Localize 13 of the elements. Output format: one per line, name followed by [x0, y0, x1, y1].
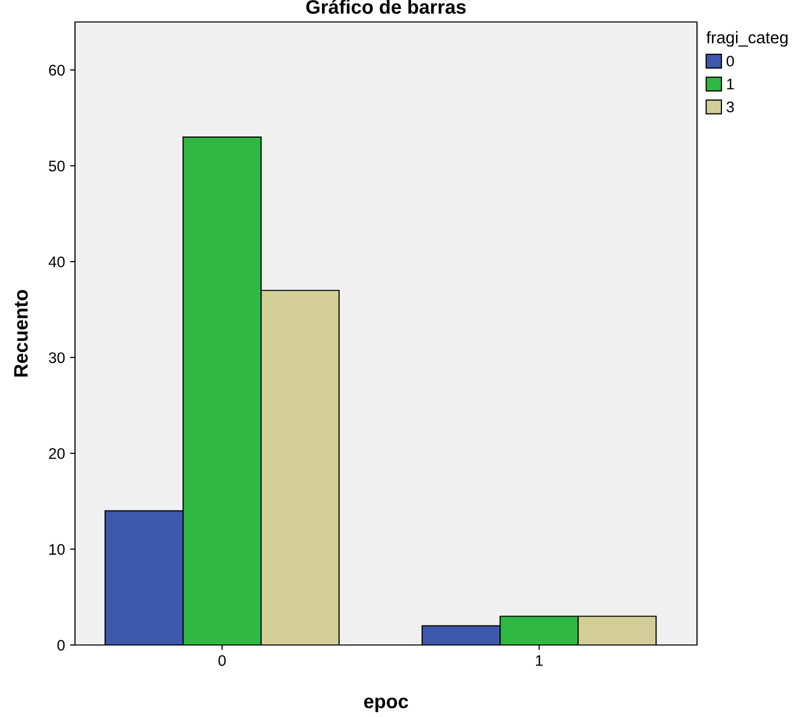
legend-label: 3 — [726, 102, 734, 112]
legend-title: fragi_categ — [706, 31, 788, 47]
y-tick-label: 60 — [49, 64, 65, 76]
y-tick-label: 50 — [48, 160, 65, 172]
y-tick-label: 40 — [48, 256, 65, 268]
x-axis-title: epoc — [364, 698, 408, 712]
y-tick-label: 0 — [57, 640, 65, 651]
y-tick-label: 30 — [48, 352, 65, 364]
y-tick-label: 20 — [49, 448, 65, 459]
y-axis-title: Recuento — [14, 290, 28, 376]
legend-label: 1 — [727, 78, 734, 90]
legend-label: 0 — [726, 56, 734, 67]
y-tick-label: 10 — [49, 544, 65, 555]
